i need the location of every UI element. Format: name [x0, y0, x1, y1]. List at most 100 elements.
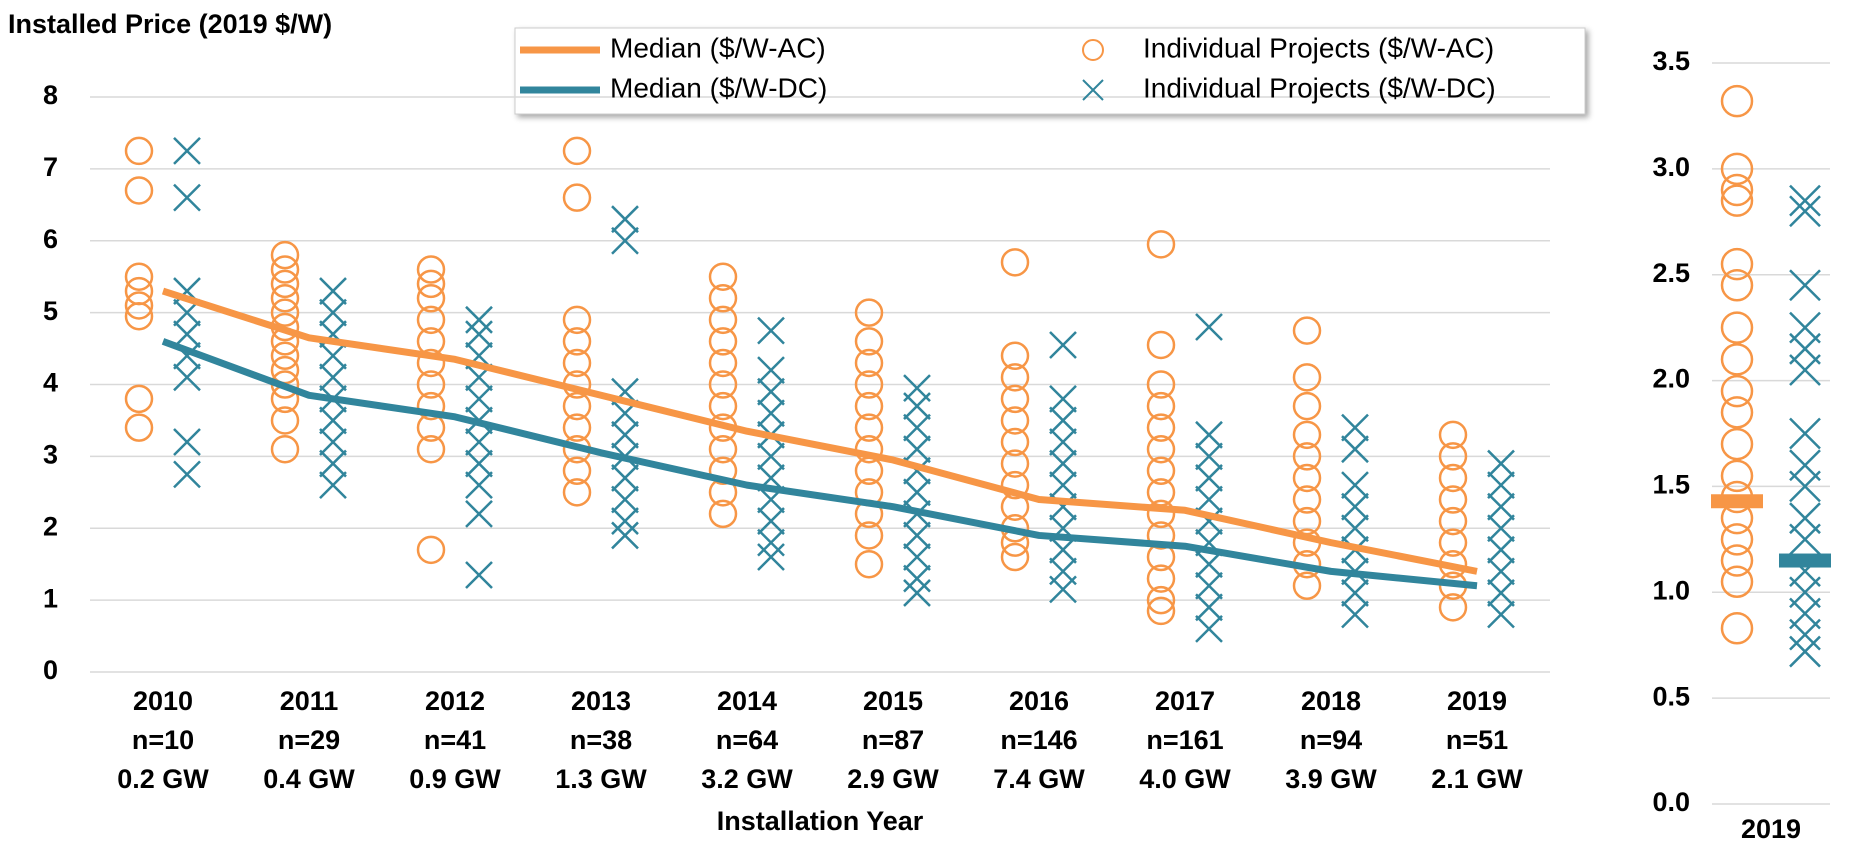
project-point-ac	[1146, 456, 1176, 485]
project-point-ac	[854, 298, 884, 327]
project-point-dc	[1341, 600, 1369, 629]
project-point-ac	[1146, 330, 1176, 360]
x-tick-label: 2019	[1741, 814, 1801, 844]
project-point-ac	[1146, 596, 1176, 626]
project-point-ac	[854, 391, 884, 421]
project-point-dc	[1195, 313, 1223, 341]
project-point-ac	[1000, 542, 1030, 572]
project-point-dc	[611, 226, 639, 255]
x-tick-capacity: 1.3 GW	[555, 764, 647, 794]
project-point-dc	[757, 543, 785, 571]
x-tick-count: n=10	[132, 725, 194, 755]
project-point-dc	[465, 305, 493, 334]
project-point-dc	[611, 205, 639, 234]
project-point-dc	[1789, 354, 1821, 386]
project-point-dc	[319, 449, 347, 478]
project-point-ac	[124, 291, 154, 320]
y-tick-label: 0.5	[1652, 681, 1690, 711]
project-point-dc	[1789, 417, 1821, 450]
project-point-dc	[611, 507, 639, 535]
legend-label: Median ($/W-DC)	[610, 72, 827, 103]
chart-title: Installed Price (2019 $/W)	[8, 9, 332, 39]
x-tick-count: n=94	[1300, 725, 1362, 755]
x-tick-label: 2011	[280, 686, 339, 716]
project-point-ac	[1720, 247, 1754, 281]
project-point-dc	[465, 449, 493, 478]
project-point-ac	[270, 255, 300, 284]
project-point-ac	[416, 370, 446, 399]
legend-swatch	[1082, 39, 1104, 61]
project-point-ac	[1292, 316, 1322, 345]
project-point-ac	[1146, 434, 1176, 464]
y-tick-label: 1.5	[1652, 470, 1690, 500]
project-point-ac	[270, 298, 300, 327]
project-point-ac	[562, 305, 592, 335]
project-point-dc	[1195, 593, 1223, 622]
project-point-dc	[1341, 471, 1369, 500]
project-point-dc	[1341, 579, 1369, 607]
project-point-dc	[1487, 535, 1515, 564]
project-point-dc	[1487, 579, 1515, 607]
project-point-ac	[708, 499, 738, 529]
project-point-ac	[708, 370, 738, 399]
project-point-dc	[1195, 420, 1223, 449]
median-bar	[1779, 553, 1831, 568]
project-point-ac	[1146, 521, 1176, 550]
x-tick-count: n=41	[424, 725, 486, 755]
project-point-ac	[416, 391, 446, 421]
project-point-ac	[1720, 523, 1754, 556]
project-point-dc	[1049, 384, 1077, 413]
project-point-dc	[173, 137, 201, 165]
x-tick-capacity: 0.2 GW	[117, 764, 209, 794]
project-point-ac	[1292, 363, 1322, 392]
x-tick-capacity: 0.4 GW	[263, 764, 355, 794]
project-point-ac	[270, 341, 300, 370]
project-point-ac	[270, 240, 300, 270]
project-point-ac	[416, 348, 446, 378]
project-point-dc	[319, 277, 347, 305]
project-point-dc	[465, 384, 493, 413]
legend-box	[514, 27, 1586, 115]
project-point-ac	[1146, 564, 1176, 593]
project-point-dc	[465, 561, 493, 589]
project-point-ac	[1292, 442, 1322, 471]
project-point-ac	[124, 276, 154, 306]
project-point-ac	[270, 269, 300, 299]
project-point-ac	[854, 413, 884, 442]
project-point-ac	[1438, 485, 1468, 514]
x-tick-capacity: 0.9 GW	[409, 764, 501, 794]
project-point-dc	[1049, 428, 1077, 456]
project-point-ac	[416, 434, 446, 464]
project-point-ac	[1720, 84, 1754, 118]
project-point-dc	[757, 507, 785, 535]
project-point-ac	[1720, 374, 1754, 408]
project-point-ac	[1000, 341, 1030, 370]
project-point-ac	[562, 183, 592, 212]
project-point-dc	[903, 413, 931, 442]
project-point-ac	[708, 284, 738, 313]
x-tick-count: n=29	[278, 725, 340, 755]
project-point-ac	[708, 434, 738, 464]
project-point-ac	[1000, 449, 1030, 478]
project-point-ac	[1720, 396, 1754, 429]
project-point-ac	[854, 370, 884, 399]
project-point-ac	[1720, 152, 1754, 186]
project-point-ac	[1292, 420, 1322, 450]
x-tick-capacity: 2.9 GW	[847, 764, 939, 794]
project-point-dc	[1049, 471, 1077, 500]
y-tick-label: 2.5	[1652, 258, 1690, 288]
project-point-ac	[1000, 470, 1030, 500]
project-point-dc	[903, 543, 931, 571]
x-axis-title: Installation Year	[717, 806, 924, 836]
project-point-dc	[757, 377, 785, 406]
project-point-ac	[1292, 391, 1322, 421]
project-point-ac	[1000, 363, 1030, 392]
project-point-ac	[416, 284, 446, 313]
project-point-ac	[1000, 406, 1030, 435]
x-tick-label: 2014	[717, 686, 777, 716]
project-point-ac	[562, 478, 592, 507]
project-point-dc	[757, 399, 785, 428]
project-point-dc	[757, 528, 785, 557]
y-tick-label: 0	[43, 655, 58, 685]
